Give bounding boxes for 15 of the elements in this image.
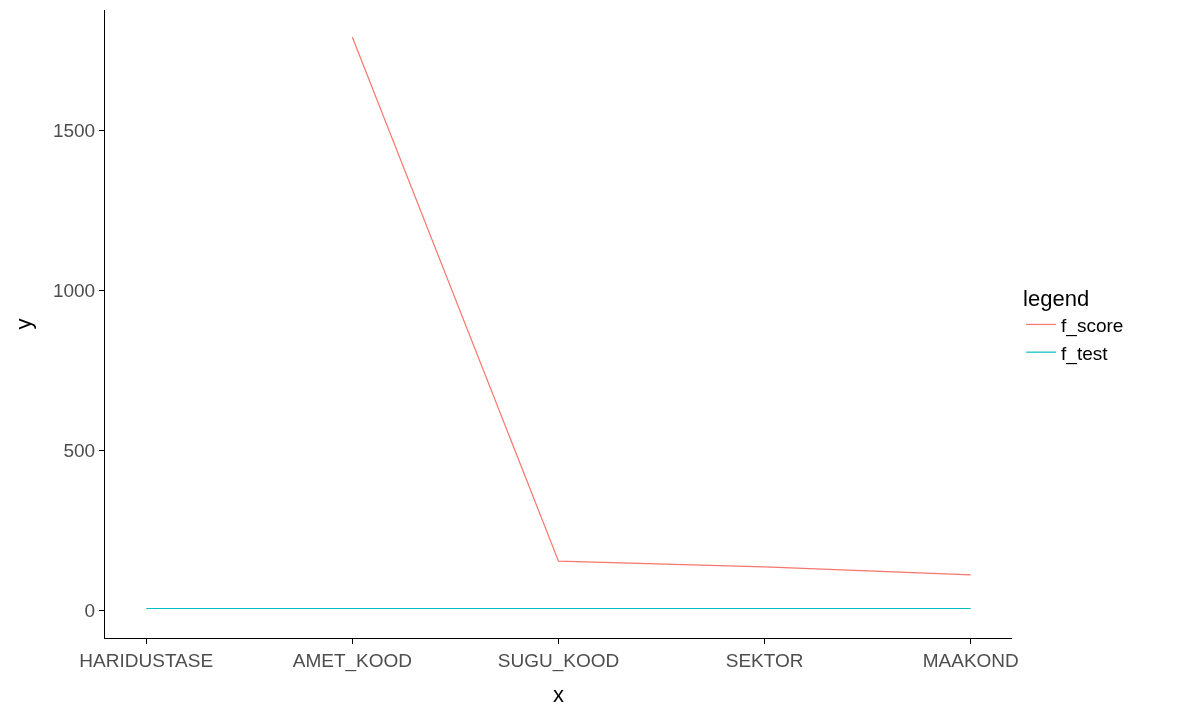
x-tick-label: MAAKOND bbox=[922, 649, 1019, 671]
y-tick-label: 1000 bbox=[52, 280, 96, 302]
x-tick-label: SEKTOR bbox=[725, 649, 804, 671]
legend-title: legend bbox=[1023, 285, 1090, 311]
x-tick-label: HARIDUSTASE bbox=[79, 649, 214, 671]
legend-label: f_test bbox=[1061, 342, 1109, 365]
legend-label: f_score bbox=[1061, 314, 1124, 337]
x-axis-title: x bbox=[553, 681, 564, 707]
y-tick-label: 500 bbox=[63, 440, 96, 462]
y-tick-label: 0 bbox=[84, 600, 96, 622]
y-axis-title: y bbox=[10, 318, 36, 330]
line-series bbox=[351, 36, 972, 576]
y-tick-label: 1500 bbox=[52, 119, 96, 141]
x-tick-label: SUGU_KOOD bbox=[497, 649, 620, 672]
x-tick-label: AMET_KOOD bbox=[292, 649, 413, 672]
